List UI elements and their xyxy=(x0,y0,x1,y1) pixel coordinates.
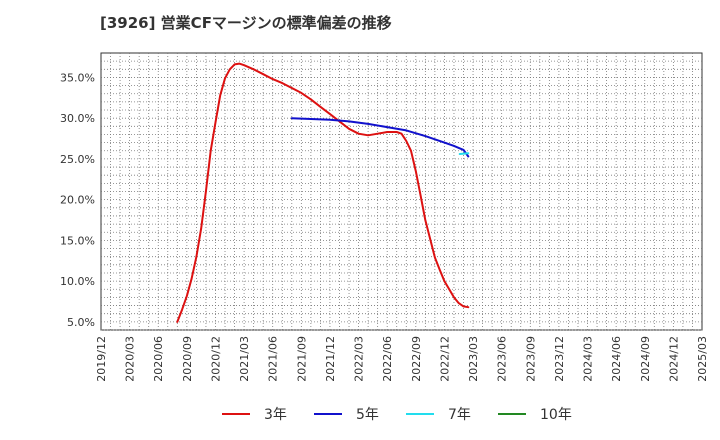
x-tick-label: 2023/06 xyxy=(496,336,509,382)
grid-lines xyxy=(101,53,702,331)
y-tick-label: 15.0% xyxy=(60,234,95,247)
series-lines xyxy=(176,62,470,323)
x-tick-label: 2020/03 xyxy=(124,336,137,382)
legend: 3年 5年 7年 10年 xyxy=(222,407,572,423)
x-tick-label: 2022/03 xyxy=(353,336,366,382)
y-tick-label: 25.0% xyxy=(60,153,95,166)
x-tick-label: 2023/03 xyxy=(467,336,480,382)
x-tick-label: 2025/03 xyxy=(696,336,709,382)
x-tick-label: 2024/09 xyxy=(639,336,652,382)
x-tick-label: 2024/06 xyxy=(610,336,623,382)
y-tick-label: 35.0% xyxy=(60,71,95,84)
series-line-1 xyxy=(176,62,470,323)
x-tick-label: 2022/12 xyxy=(438,336,451,382)
x-tick-label: 2023/12 xyxy=(553,336,566,382)
x-tick-label: 2020/06 xyxy=(152,336,165,382)
x-axis-ticks: 2019/12 2020/03 2020/06 2020/09 2020/12 2021/… xyxy=(95,336,709,382)
x-tick-label: 2020/09 xyxy=(181,336,194,382)
chart-title: [3926] 営業CFマージンの標準偏差の推移 xyxy=(100,14,392,32)
legend-label-4: 10年 xyxy=(540,407,572,423)
x-tick-label: 2019/12 xyxy=(95,336,108,382)
y-tick-label: 30.0% xyxy=(60,112,95,125)
series-line-2 xyxy=(290,117,470,158)
x-tick-label: 2021/06 xyxy=(267,336,280,382)
x-tick-label: 2022/09 xyxy=(410,336,423,382)
x-tick-label: 2021/03 xyxy=(238,336,251,382)
legend-label-2: 5年 xyxy=(356,407,379,423)
x-tick-label: 2021/12 xyxy=(324,336,337,382)
y-tick-label: 10.0% xyxy=(60,275,95,288)
x-tick-label: 2021/09 xyxy=(295,336,308,382)
series-line-3 xyxy=(458,152,470,155)
x-tick-label: 2022/06 xyxy=(381,336,394,382)
x-tick-label: 2023/09 xyxy=(524,336,537,382)
legend-label-1: 3年 xyxy=(264,407,287,423)
x-tick-label: 2020/12 xyxy=(209,336,222,382)
x-tick-label: 2024/03 xyxy=(582,336,595,382)
x-tick-label: 2024/12 xyxy=(667,336,680,382)
y-tick-label: 5.0% xyxy=(67,316,95,329)
y-tick-label: 20.0% xyxy=(60,194,95,207)
y-axis-ticks: 5.0% 10.0% 15.0% 20.0% 25.0% 30.0% 35.0% xyxy=(60,71,95,328)
legend-label-3: 7年 xyxy=(448,407,471,423)
